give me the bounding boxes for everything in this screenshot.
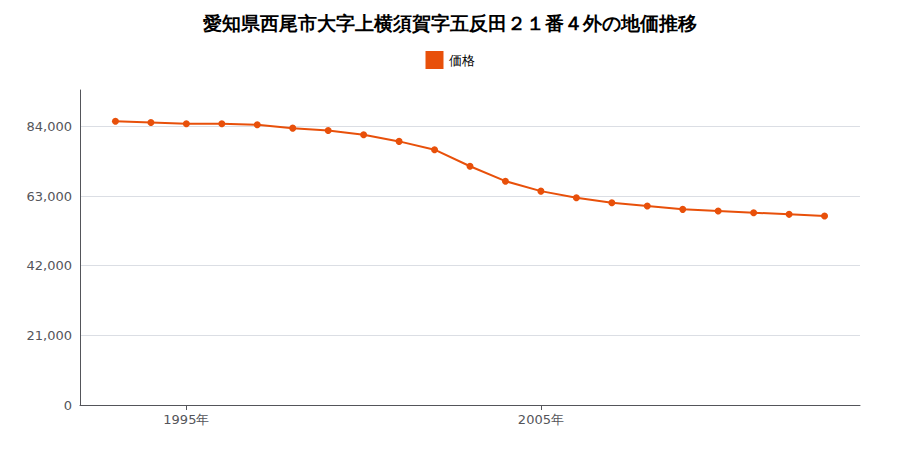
svg-text:1995年: 1995年 [163, 412, 209, 427]
svg-text:愛知県西尾市大字上横須賀字五反田２１番４外の地価推移: 愛知県西尾市大字上横須賀字五反田２１番４外の地価推移 [203, 12, 697, 34]
svg-text:42,000: 42,000 [27, 258, 73, 273]
svg-text:2005年: 2005年 [518, 412, 564, 427]
svg-text:63,000: 63,000 [27, 189, 73, 204]
svg-text:価格: 価格 [449, 53, 475, 68]
svg-text:21,000: 21,000 [27, 328, 73, 343]
svg-text:0: 0 [64, 398, 72, 413]
svg-text:84,000: 84,000 [27, 119, 73, 134]
